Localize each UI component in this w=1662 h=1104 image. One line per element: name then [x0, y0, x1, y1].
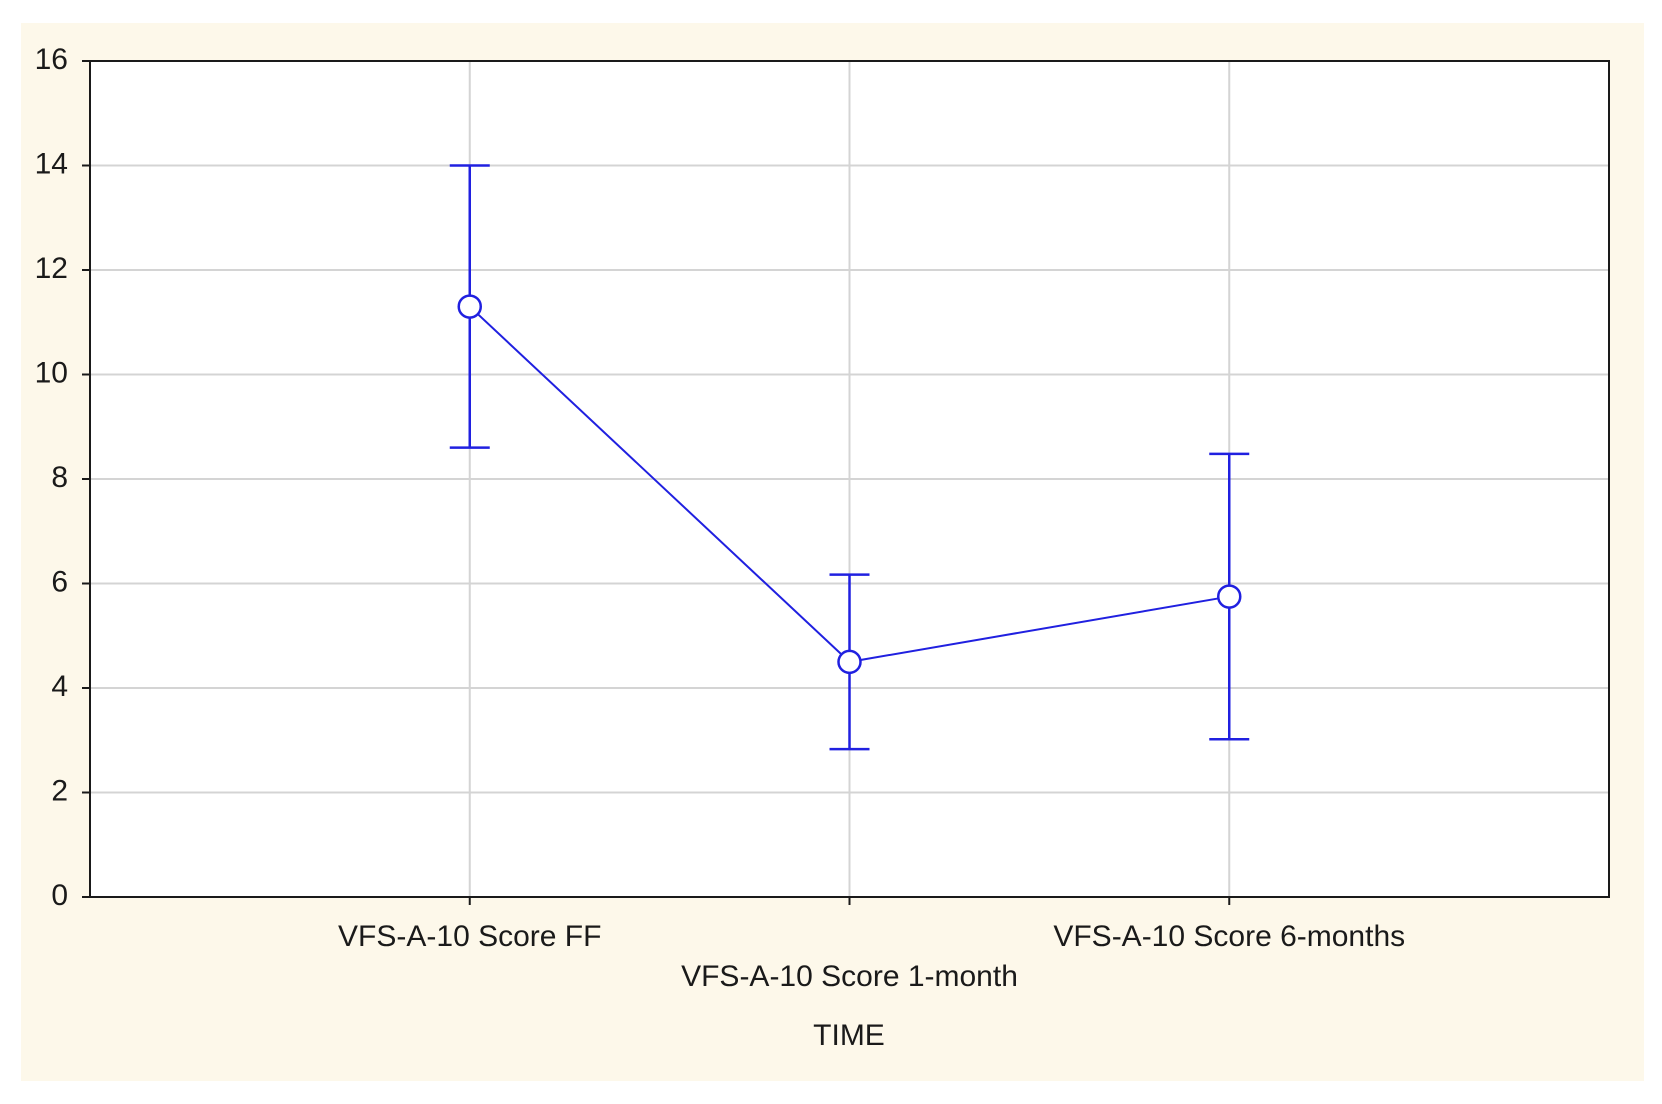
- y-tick-label: 6: [51, 565, 68, 598]
- y-tick-label: 12: [35, 252, 68, 285]
- point: [1217, 584, 1242, 609]
- y-tick-label: 2: [51, 774, 68, 807]
- y-tick-label: 8: [51, 461, 68, 494]
- x-tick-label: VFS-A-10 Score 6-months: [1053, 920, 1405, 953]
- x-axis-label: TIME: [813, 1019, 885, 1052]
- point: [837, 649, 862, 675]
- y-tick-label: 16: [35, 43, 68, 76]
- y-tick-label: 4: [51, 670, 68, 703]
- y-tick-label: 0: [51, 879, 68, 912]
- point: [457, 294, 482, 319]
- x-tick-label: VFS-A-10 Score 1-month: [681, 960, 1018, 993]
- y-tick-label: 10: [35, 356, 68, 389]
- x-tick-label: VFS-A-10 Score FF: [338, 920, 601, 953]
- y-tick-label: 14: [35, 147, 68, 180]
